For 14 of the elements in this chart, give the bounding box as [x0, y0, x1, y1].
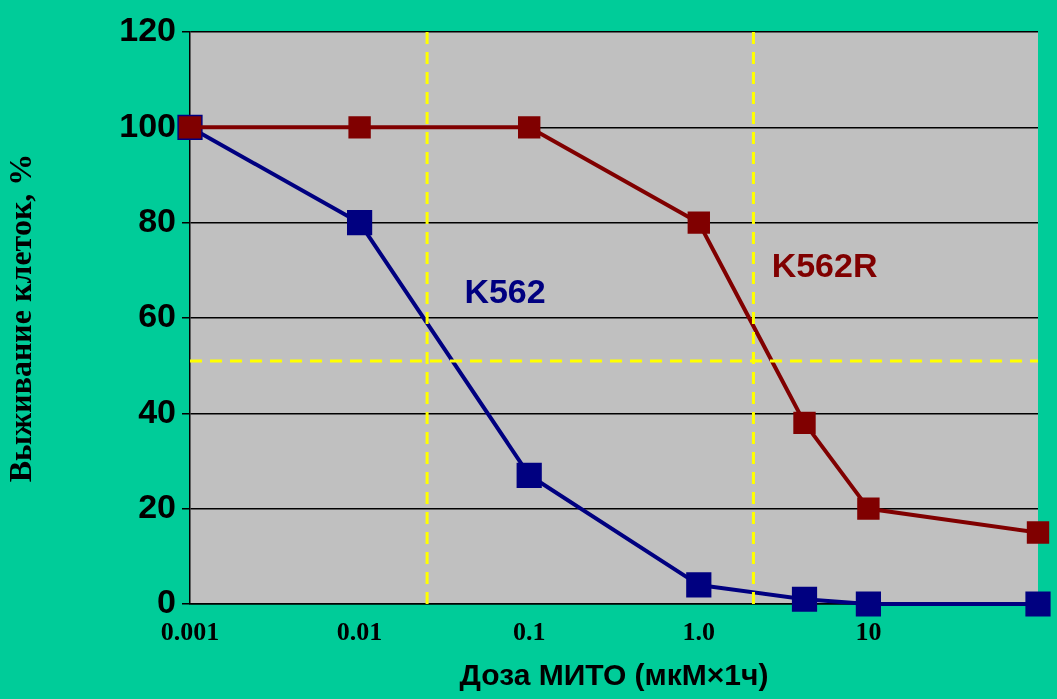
y-tick-label: 40: [138, 391, 176, 430]
y-tick-label: 60: [138, 296, 176, 335]
y-tick-label: 100: [119, 105, 176, 144]
x-tick-label: 0.1: [512, 617, 546, 647]
x-tick-label: 0.01: [336, 617, 383, 647]
y-tick-label: 120: [119, 10, 176, 49]
x-tick-label: 1.0: [682, 617, 716, 647]
y-tick-label: 20: [138, 487, 176, 526]
x-axis-title: Доза МИТО (мкМ×1ч): [459, 658, 769, 692]
y-tick-label: 80: [138, 201, 176, 240]
x-tick-label: 10: [855, 617, 882, 647]
y-axis-title: Выживание клеток, %: [2, 153, 39, 483]
series-label: K562: [464, 272, 546, 311]
series-label: K562R: [771, 246, 878, 285]
